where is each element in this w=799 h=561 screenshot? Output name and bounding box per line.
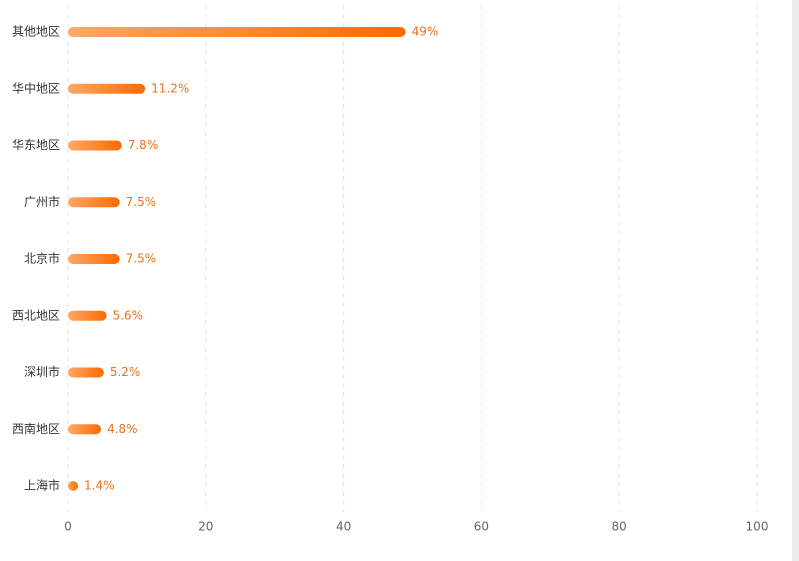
scrollbar (792, 0, 799, 561)
y-tick-label: 西北地区 (12, 308, 60, 322)
y-tick-label: 北京市 (24, 251, 60, 266)
bar (68, 27, 406, 37)
y-tick-label: 上海市 (24, 478, 60, 493)
value-label: 11.2% (151, 81, 189, 95)
bar (68, 83, 146, 94)
bar (68, 424, 102, 435)
bar (68, 481, 78, 491)
y-tick-label: 其他地区 (12, 25, 60, 39)
x-tick-label: 0 (64, 520, 72, 534)
y-tick-label: 华中地区 (12, 80, 60, 95)
x-tick-label: 100 (746, 520, 769, 534)
y-tick-label: 深圳市 (24, 364, 60, 379)
bar (68, 367, 104, 378)
y-tick-label: 华东地区 (12, 138, 60, 152)
bar (68, 140, 122, 151)
value-label: 4.8% (107, 422, 137, 436)
y-tick-label: 西南地区 (12, 421, 60, 436)
value-label: 7.8% (128, 138, 159, 152)
x-tick-label: 80 (612, 520, 627, 534)
value-label: 5.6% (113, 308, 144, 322)
bar (68, 254, 120, 264)
value-label: 7.5% (126, 195, 157, 209)
x-tick-label: 20 (198, 520, 213, 534)
value-label: 5.2% (110, 365, 141, 379)
value-label: 1.4% (84, 479, 115, 493)
bar (68, 197, 120, 208)
value-label: 49% (412, 25, 439, 39)
y-tick-label: 广州市 (24, 194, 60, 209)
x-tick-label: 60 (474, 520, 489, 534)
x-tick-label: 40 (336, 520, 351, 534)
bar (68, 310, 107, 321)
value-label: 7.5% (126, 252, 157, 266)
